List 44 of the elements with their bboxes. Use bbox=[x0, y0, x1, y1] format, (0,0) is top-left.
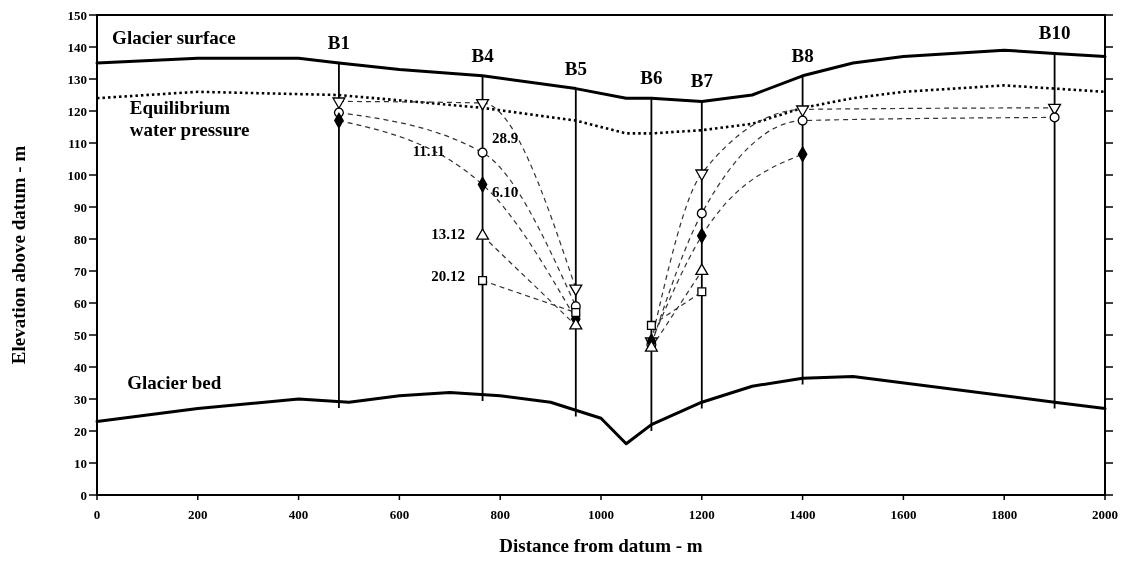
x-tick-label: 1000 bbox=[588, 507, 614, 522]
y-tick-label: 140 bbox=[67, 40, 87, 55]
ref-line-label: B6 bbox=[640, 67, 663, 89]
y-tick-label: 10 bbox=[74, 456, 87, 471]
y-tick-label: 30 bbox=[74, 392, 87, 407]
y-tick-label: 50 bbox=[74, 328, 87, 343]
series-label: Equilibrium water pressure bbox=[129, 97, 250, 141]
series-label: 13.12 bbox=[431, 226, 465, 242]
series-label: 28.9 bbox=[492, 130, 519, 146]
series-label: 6.10 bbox=[492, 184, 519, 201]
ref-line-label: B5 bbox=[564, 57, 587, 79]
series-label: Glacier bed bbox=[127, 372, 222, 394]
x-tick-label: 1800 bbox=[991, 507, 1018, 522]
series-label: 20.12 bbox=[431, 267, 465, 284]
ref-line-label: B10 bbox=[1038, 22, 1071, 44]
ref-line-label: B1 bbox=[327, 32, 351, 53]
y-tick-label: 90 bbox=[74, 200, 87, 215]
series-label: Glacier surface bbox=[112, 26, 236, 48]
x-tick-label: 600 bbox=[389, 507, 410, 522]
y-tick-label: 40 bbox=[74, 360, 87, 375]
y-tick-label: 120 bbox=[67, 104, 87, 119]
y-tick-label: 20 bbox=[74, 424, 87, 439]
x-tick-label: 1400 bbox=[789, 507, 816, 522]
x-tick-label: 2000 bbox=[1092, 507, 1118, 522]
x-tick-label: 400 bbox=[288, 507, 309, 522]
y-axis-title: Elevation above datum - m bbox=[8, 145, 29, 365]
x-axis-title: Distance from datum - m bbox=[499, 535, 703, 556]
x-tick-label: 0 bbox=[93, 507, 101, 522]
ref-line-label: B4 bbox=[471, 44, 495, 66]
y-tick-label: 110 bbox=[68, 136, 87, 151]
x-tick-label: 1200 bbox=[688, 507, 715, 522]
y-tick-label: 0 bbox=[80, 488, 87, 503]
x-tick-label: 800 bbox=[490, 507, 510, 522]
x-tick-label: 200 bbox=[188, 507, 208, 522]
y-tick-label: 150 bbox=[67, 8, 87, 23]
y-tick-label: 60 bbox=[74, 296, 87, 311]
series-label: 11.11 bbox=[412, 142, 445, 159]
y-tick-label: 130 bbox=[67, 72, 87, 87]
y-tick-label: 70 bbox=[74, 264, 87, 279]
y-tick-label: 100 bbox=[67, 168, 87, 183]
ref-line-label: B8 bbox=[791, 44, 814, 66]
x-tick-label: 1600 bbox=[890, 507, 917, 522]
y-tick-label: 80 bbox=[74, 232, 87, 247]
ref-line-label: B7 bbox=[690, 70, 714, 92]
